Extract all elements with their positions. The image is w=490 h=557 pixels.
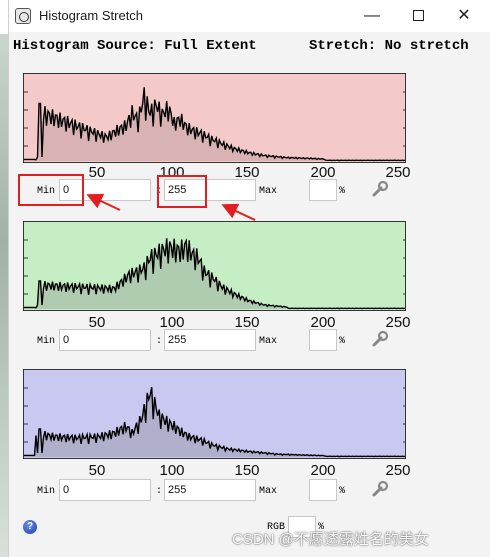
tick-label: 50	[88, 164, 106, 181]
blue-controls: Min 0 : 255 Max %	[19, 478, 489, 502]
percent-label: %	[339, 486, 346, 497]
wrench-icon[interactable]	[371, 180, 389, 198]
max-label: Max	[259, 486, 278, 497]
separator: :	[156, 336, 163, 347]
green-histogram-plot[interactable]	[23, 221, 406, 311]
blue-histogram-svg	[24, 370, 405, 458]
tick-label: 50	[88, 314, 106, 331]
close-button[interactable]: ✕	[457, 7, 471, 24]
max-label: Max	[259, 186, 278, 197]
minimize-button[interactable]: —	[364, 7, 380, 24]
red-histogram-svg	[24, 74, 405, 162]
blue-axis-labels: 50 100 150 200 250	[23, 462, 423, 480]
blue-percent-input[interactable]	[309, 479, 337, 501]
tick-label: 200	[310, 314, 336, 331]
histogram-area	[24, 387, 405, 457]
tick-label: 200	[310, 164, 336, 181]
blue-min-input[interactable]: 0	[59, 479, 151, 501]
blue-max-input[interactable]: 255	[164, 479, 256, 501]
separator: :	[156, 186, 163, 197]
maximize-icon	[412, 10, 424, 21]
histogram-area	[24, 87, 405, 161]
tick-label: 200	[310, 462, 336, 479]
min-label: Min	[37, 186, 56, 197]
green-controls: Min 0 : 255 Max %	[19, 328, 489, 352]
histogram-source-label: Histogram Source: Full Extent	[13, 38, 257, 54]
help-icon[interactable]: ?	[23, 520, 37, 534]
tick-label: 100	[159, 462, 185, 479]
red-histogram-plot[interactable]	[23, 73, 406, 163]
max-label: Max	[259, 336, 278, 347]
tick-label: 50	[88, 462, 106, 479]
annotation-box-max	[157, 175, 207, 208]
histogram-line	[24, 386, 405, 458]
separator: :	[156, 486, 163, 497]
red-percent-input[interactable]	[309, 179, 337, 201]
app-icon	[15, 8, 31, 24]
title-bar: Histogram Stretch — ✕	[9, 0, 490, 32]
window-title: Histogram Stretch	[39, 8, 144, 23]
rgb-label: RGB	[267, 522, 286, 533]
annotation-box-min	[18, 174, 84, 206]
tick-label: 150	[234, 462, 260, 479]
green-percent-input[interactable]	[309, 329, 337, 351]
histogram-area	[24, 238, 405, 309]
green-axis-labels: 50 100 150 200 250	[23, 314, 423, 332]
watermark-text: CSDN @不愿透露姓名的美女	[232, 531, 429, 548]
percent-label: %	[339, 336, 346, 347]
min-label: Min	[37, 336, 56, 347]
maximize-button[interactable]	[407, 6, 429, 26]
wrench-icon[interactable]	[371, 480, 389, 498]
green-max-input[interactable]: 255	[164, 329, 256, 351]
red-max-input[interactable]: 255	[164, 179, 256, 201]
red-axis-labels: 50 100 150 200 250	[23, 164, 423, 182]
rgb-percent-input[interactable]	[288, 516, 316, 538]
histogram-line	[24, 87, 405, 162]
green-min-input[interactable]: 0	[59, 329, 151, 351]
tick-label: 250	[385, 164, 411, 181]
tick-label: 100	[159, 314, 185, 331]
tick-label: 250	[385, 462, 411, 479]
rgb-percent-label: %	[318, 522, 325, 533]
tick-label: 150	[234, 314, 260, 331]
tick-label: 150	[234, 164, 260, 181]
stretch-type-label: Stretch: No stretch	[309, 38, 469, 54]
blue-histogram-plot[interactable]	[23, 369, 406, 459]
wrench-icon[interactable]	[371, 330, 389, 348]
min-label: Min	[37, 486, 56, 497]
histogram-stretch-window: Histogram Stretch — ✕ Histogram Source: …	[8, 0, 490, 557]
histogram-line	[24, 238, 405, 310]
percent-label: %	[339, 186, 346, 197]
green-histogram-svg	[24, 222, 405, 310]
tick-label: 250	[385, 314, 411, 331]
red-controls: Min 0 : 255 Max %	[19, 178, 489, 202]
annotation-arrows	[86, 193, 256, 221]
